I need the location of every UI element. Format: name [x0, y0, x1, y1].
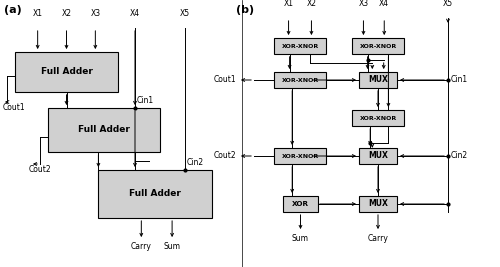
Text: Carry: Carry [131, 242, 152, 251]
Text: XOR-XNOR: XOR-XNOR [282, 44, 319, 49]
Text: MUX: MUX [368, 151, 388, 160]
FancyBboxPatch shape [283, 196, 318, 212]
FancyBboxPatch shape [48, 108, 160, 152]
Text: X3: X3 [90, 9, 101, 18]
Text: Cin2: Cin2 [187, 158, 204, 167]
FancyBboxPatch shape [274, 72, 326, 88]
FancyBboxPatch shape [15, 52, 118, 92]
FancyBboxPatch shape [274, 148, 326, 164]
Text: (a): (a) [4, 5, 22, 15]
Text: Cin1: Cin1 [137, 96, 154, 105]
Text: Cin2: Cin2 [451, 151, 468, 160]
Text: XOR-XNOR: XOR-XNOR [360, 116, 397, 120]
FancyBboxPatch shape [352, 110, 404, 126]
Text: XOR: XOR [292, 201, 309, 207]
FancyBboxPatch shape [359, 72, 397, 88]
Text: MUX: MUX [368, 76, 388, 84]
Text: Carry: Carry [368, 234, 388, 243]
FancyBboxPatch shape [352, 38, 404, 54]
Text: Cout2: Cout2 [29, 165, 52, 174]
Text: Full Adder: Full Adder [78, 125, 130, 135]
Text: Cout1: Cout1 [3, 103, 26, 112]
Text: Full Adder: Full Adder [129, 190, 181, 198]
Text: Cin1: Cin1 [451, 76, 468, 84]
Text: X4: X4 [379, 0, 390, 8]
Text: Cout2: Cout2 [214, 151, 236, 160]
FancyBboxPatch shape [98, 170, 212, 218]
Text: X4: X4 [130, 9, 140, 18]
Text: Full Adder: Full Adder [40, 68, 92, 77]
Text: XOR-XNOR: XOR-XNOR [360, 44, 397, 49]
Text: MUX: MUX [368, 199, 388, 209]
FancyBboxPatch shape [359, 196, 397, 212]
FancyBboxPatch shape [359, 148, 397, 164]
Text: X3: X3 [358, 0, 368, 8]
Text: X2: X2 [62, 9, 72, 18]
Text: Cout1: Cout1 [214, 76, 236, 84]
Text: X5: X5 [443, 0, 453, 8]
Text: (b): (b) [236, 5, 254, 15]
Text: XOR-XNOR: XOR-XNOR [282, 77, 319, 83]
Text: XOR-XNOR: XOR-XNOR [282, 154, 319, 159]
Text: X1: X1 [32, 9, 42, 18]
Text: X1: X1 [284, 0, 294, 8]
Text: X2: X2 [306, 0, 316, 8]
Text: Sum: Sum [292, 234, 309, 243]
Text: X5: X5 [180, 9, 190, 18]
FancyBboxPatch shape [274, 38, 326, 54]
Text: Sum: Sum [164, 242, 180, 251]
